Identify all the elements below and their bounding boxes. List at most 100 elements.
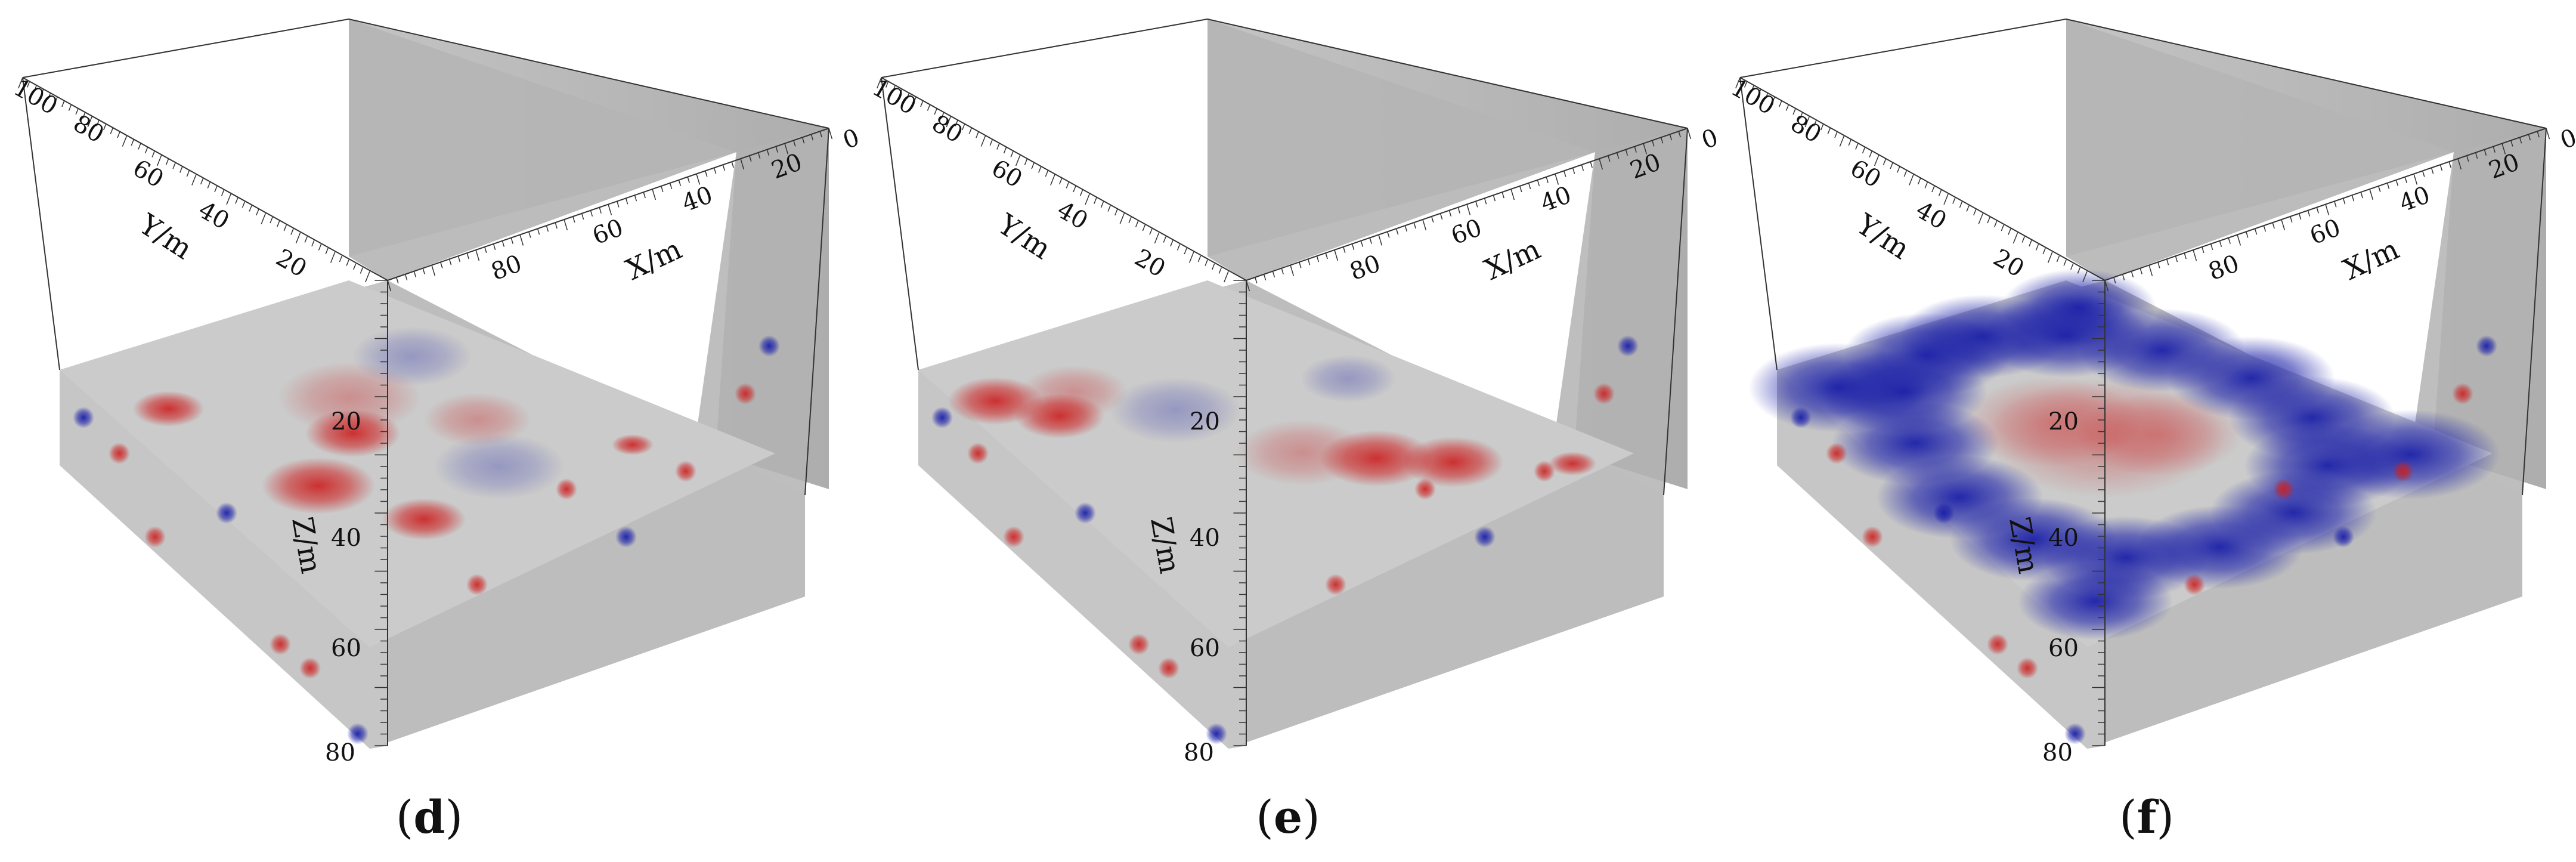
tick-mark: [68, 104, 72, 111]
tick-mark: [1758, 89, 1761, 95]
right-face: [692, 128, 829, 495]
tick-mark: [1378, 234, 1383, 246]
tick-mark: [1973, 209, 1977, 216]
z-tick-label: 60: [1190, 635, 1220, 662]
tick-mark: [989, 139, 993, 146]
anomaly-blob: [1109, 377, 1241, 443]
tick-mark: [1197, 255, 1202, 262]
tick-mark: [2484, 149, 2487, 156]
tick-mark: [422, 268, 425, 274]
tick-mark: [1475, 201, 1478, 208]
tick-mark: [1800, 112, 1803, 119]
tick-mark: [2546, 128, 2550, 140]
tick-mark: [186, 170, 190, 177]
anomaly-blob: [352, 326, 472, 387]
tick-mark: [1862, 147, 1866, 154]
tick-mark: [1903, 170, 1908, 177]
tick-mark: [1770, 97, 1775, 108]
tick-mark: [1281, 268, 1284, 274]
anomaly-dot: [1987, 634, 2008, 655]
tick-mark: [911, 97, 917, 108]
anomaly-blob: [2321, 409, 2500, 499]
tick-mark: [1360, 240, 1364, 247]
tick-mark: [1917, 178, 1921, 185]
tick-mark: [1439, 213, 1443, 220]
tick-mark: [1163, 236, 1166, 243]
anomaly-dot: [735, 383, 756, 404]
tick-mark: [617, 201, 620, 208]
tick-mark: [2501, 143, 2506, 155]
anomaly-dot: [1593, 383, 1615, 404]
tick-mark: [431, 265, 436, 276]
tick-mark: [581, 213, 584, 220]
tick-mark: [2140, 268, 2142, 274]
tick-mark: [1010, 151, 1014, 157]
tick-mark: [1599, 158, 1603, 170]
tick-mark: [705, 171, 708, 177]
tick-mark: [934, 108, 937, 115]
tick-mark: [1590, 161, 1593, 168]
tick-mark: [179, 166, 183, 173]
tick-mark: [2510, 140, 2513, 147]
tick-mark: [1224, 271, 1229, 283]
tick-mark: [1897, 166, 1900, 173]
y-axis-title: Y/m: [992, 208, 1057, 266]
x-tick-label: 80: [2205, 250, 2243, 286]
tick-mark: [2475, 152, 2478, 159]
tick-mark: [1290, 265, 1295, 276]
anomaly-dot: [2064, 723, 2086, 744]
tick-mark: [457, 255, 461, 262]
tick-mark: [330, 252, 336, 263]
tick-mark: [47, 92, 51, 100]
tick-mark: [172, 162, 176, 169]
anomaly-dot: [1414, 478, 1436, 500]
tick-mark: [892, 85, 896, 92]
tick-mark: [256, 209, 259, 216]
tick-mark: [18, 77, 23, 89]
tick-mark: [1652, 140, 1655, 147]
tick-mark: [138, 143, 141, 150]
caption-e: (e): [1228, 790, 1348, 844]
tick-mark: [1827, 128, 1831, 134]
anomaly-dot: [73, 407, 94, 428]
tick-mark: [1660, 137, 1664, 144]
tick-mark: [1205, 259, 1208, 266]
tick-mark: [537, 228, 540, 235]
edge-line: [1739, 77, 1778, 370]
tick-mark: [1924, 182, 1928, 189]
tick-mark: [1325, 252, 1328, 259]
tick-mark: [980, 135, 986, 147]
tick-mark: [599, 207, 602, 214]
tick-mark: [1883, 159, 1887, 165]
tick-mark: [564, 219, 568, 231]
tick-mark: [387, 280, 392, 292]
anomaly-blob: [1402, 437, 1504, 487]
caption-f: (f): [2087, 790, 2206, 844]
tick-mark: [2404, 177, 2407, 183]
anomaly-dot: [1474, 526, 1496, 548]
y-tick-label: 100: [9, 74, 62, 121]
tick-mark: [2386, 183, 2390, 190]
tick-mark: [2228, 237, 2231, 244]
anomaly-dot: [675, 461, 696, 482]
tick-mark: [652, 189, 657, 200]
tick-mark: [1457, 207, 1460, 214]
anomaly-dot: [347, 723, 369, 744]
tick-mark: [1107, 205, 1111, 212]
tick-mark: [2029, 240, 2032, 247]
tick-mark: [2298, 213, 2302, 220]
anomaly-dot: [1158, 657, 1179, 679]
tick-mark: [1978, 213, 1984, 224]
tick-mark: [1128, 217, 1132, 224]
tick-mark: [1813, 120, 1817, 126]
tick-mark: [1537, 180, 1540, 186]
caption-close: ): [1302, 790, 1320, 844]
tick-mark: [519, 234, 524, 246]
tick-mark: [2263, 225, 2267, 232]
tick-mark: [961, 123, 965, 131]
edge-line: [2522, 128, 2547, 496]
tick-mark: [1184, 248, 1187, 255]
x-tick-label: 40: [1537, 181, 1575, 218]
anomaly-dot: [216, 502, 237, 524]
